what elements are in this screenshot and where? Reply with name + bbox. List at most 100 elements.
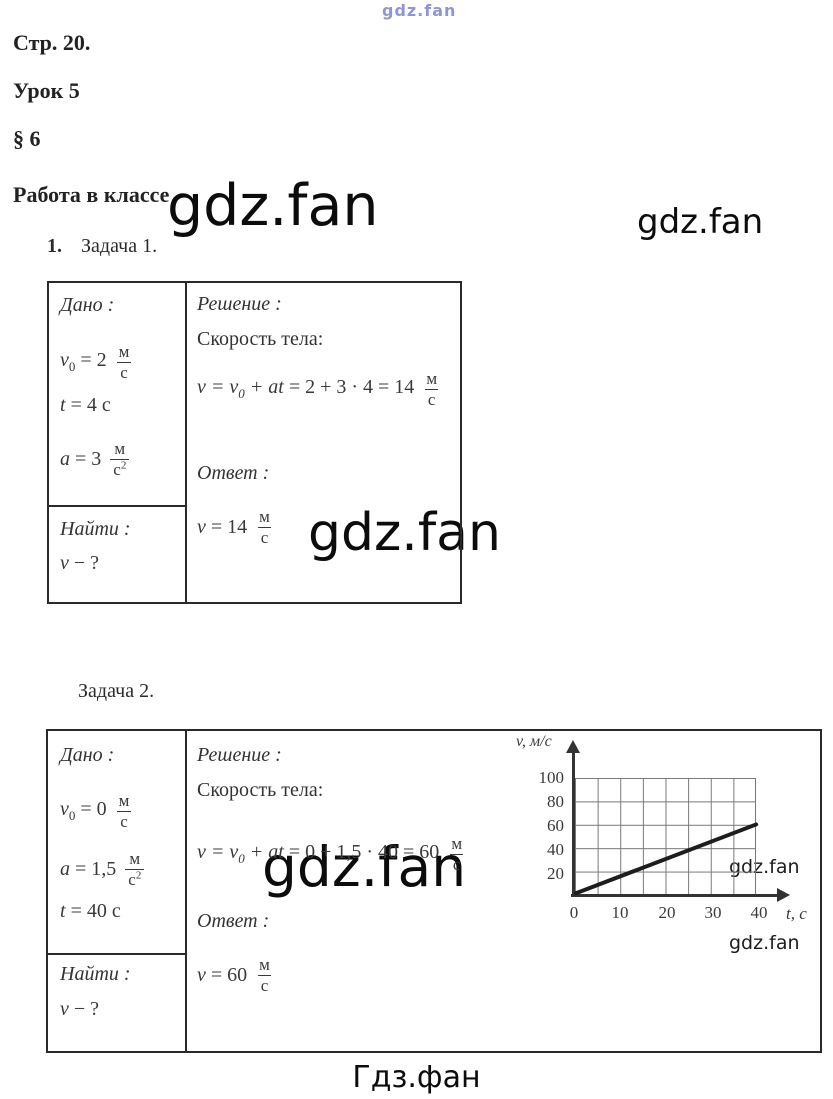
graph-x-tick-10: 10 <box>611 903 629 922</box>
watermark-header-big: gdz.fan <box>167 173 379 239</box>
graph-y-tick-20: 20 <box>547 864 564 883</box>
unit-num: м <box>259 506 270 526</box>
unit-den: с <box>257 526 272 548</box>
graph-x-tick-40: 40 <box>750 903 768 922</box>
value: − ? <box>68 551 100 574</box>
task1-given-t: t = 4 с <box>60 392 111 418</box>
value: = 2 <box>75 349 107 371</box>
graph-x-axis-label: t, с <box>786 904 807 923</box>
value: − ? <box>68 997 100 1020</box>
var-v0: v <box>60 349 69 371</box>
watermark-header-right: gdz.fan <box>637 202 764 242</box>
value: = 3 <box>70 447 102 470</box>
classwork-heading: Работа в классе <box>13 182 170 207</box>
task2-given-t: t = 40 с <box>60 898 121 924</box>
var-v0: v <box>60 798 69 820</box>
graph-y-tick-60: 60 <box>547 816 564 835</box>
task1-solution-label: Решение : <box>197 293 282 315</box>
formula-lhs: v = v <box>197 376 239 398</box>
task2-given-a: a = 1,5 м с2 <box>60 842 145 896</box>
graph-x-tick-30: 30 <box>704 903 722 922</box>
task1-title-row: 1. Задача 1. <box>47 235 157 258</box>
formula-sub: 0 <box>238 386 245 401</box>
var-v: v <box>60 997 69 1020</box>
graph-x-axis-arrow-icon <box>777 888 790 902</box>
task2-solution-label: Решение : <box>197 744 282 766</box>
unit-den: с <box>117 810 131 832</box>
task2-given-label: Дано : <box>60 744 115 766</box>
formula-sub: 0 <box>238 851 245 866</box>
unit-fraction: м с2 <box>110 438 130 480</box>
unit-num: м <box>118 341 130 361</box>
watermark-table2: gdz.fan <box>262 835 467 899</box>
value: = 0 <box>75 798 107 820</box>
formula-op: + at <box>244 841 284 863</box>
var-v: v <box>197 515 206 538</box>
value: = 40 с <box>65 899 121 922</box>
task2-table <box>46 729 822 1053</box>
unit-num: м <box>426 368 438 388</box>
task1-find-value: v − ? <box>60 550 99 576</box>
page-number-heading: Стр. 20. <box>13 30 91 55</box>
unit-fraction: м с2 <box>125 849 145 890</box>
graph-y-axis-arrow-icon <box>566 740 580 753</box>
task2-column-divider <box>185 729 187 1053</box>
task2-row-divider <box>46 953 187 955</box>
value: = 4 с <box>65 393 111 416</box>
var-a: a <box>60 857 70 880</box>
graph-x-tick-20: 20 <box>658 903 676 922</box>
unit-num: м <box>118 790 130 810</box>
var-v: v <box>60 551 69 574</box>
task2-title: Задача 2. <box>78 680 155 702</box>
task2-find-label: Найти : <box>60 963 131 985</box>
task2-answer-label: Ответ : <box>197 910 270 932</box>
task2-find-value: v − ? <box>60 996 99 1022</box>
task1-given-label: Дано : <box>60 294 115 316</box>
value: = 60 <box>205 963 248 986</box>
graph-x-tick-0: 0 <box>569 903 579 922</box>
graph-y-axis-label: v, м/с <box>516 733 552 750</box>
watermark-graph-below: gdz.fan <box>729 932 800 954</box>
var-t: t <box>60 899 66 922</box>
task1-answer-label: Ответ : <box>197 462 270 484</box>
unit-den: с <box>257 974 272 996</box>
task1-solution-intro: Скорость тела: <box>197 328 324 350</box>
var-v0-sub: 0 <box>68 808 76 823</box>
task2-solution-intro: Скорость тела: <box>197 779 324 801</box>
unit-den-base: с <box>128 869 136 889</box>
graph-y-axis <box>572 750 575 897</box>
unit-den: с2 <box>125 868 145 890</box>
formula-op: + at <box>244 376 284 398</box>
var-a: a <box>60 447 70 470</box>
task1-find-label: Найти : <box>60 518 131 540</box>
watermark-top: gdz.fan <box>382 1 457 20</box>
lesson-heading: Урок 5 <box>13 78 80 103</box>
task1-given-a: a = 3 м с2 <box>60 432 130 486</box>
unit-num: м <box>114 438 126 458</box>
var-v0-sub: 0 <box>68 359 76 374</box>
value: = 14 <box>205 515 248 538</box>
task1-row-divider <box>47 505 187 507</box>
unit-num: м <box>451 833 463 853</box>
task1-column-divider <box>185 281 187 604</box>
graph-x-axis <box>571 894 779 897</box>
unit-num: м <box>259 954 270 974</box>
unit-den: с <box>424 388 439 410</box>
formula-rhs: = 2 + 3 · 4 = 14 <box>283 376 415 398</box>
graph-y-tick-80: 80 <box>547 792 564 811</box>
unit-den-sup: 2 <box>135 868 142 881</box>
paragraph-heading: § 6 <box>13 126 41 151</box>
unit-den: с2 <box>110 458 130 480</box>
graph-y-tick-100: 100 <box>538 768 565 787</box>
